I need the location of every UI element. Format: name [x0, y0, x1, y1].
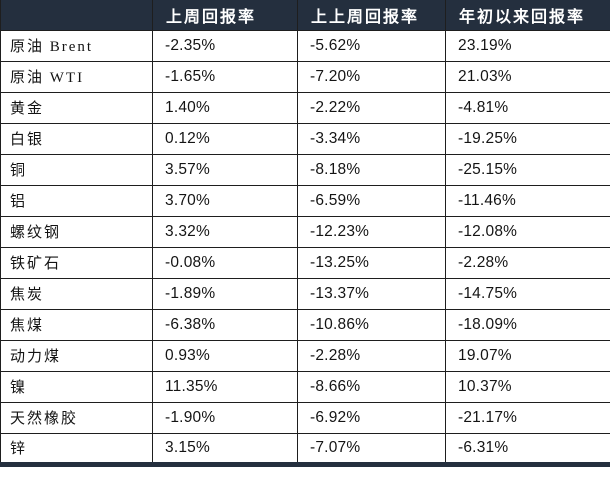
value-cell: -2.22% — [297, 91, 446, 124]
value-cell: -1.90% — [152, 401, 298, 434]
value-cell: -6.38% — [152, 308, 298, 341]
value-cell: -14.75% — [445, 277, 610, 310]
value-cell: -8.18% — [297, 153, 446, 186]
row-label: 焦炭 — [0, 277, 153, 310]
table-row: 焦炭 -1.89% -13.37% -14.75% — [0, 277, 610, 310]
table-row: 原油 WTI -1.65% -7.20% 21.03% — [0, 60, 610, 93]
table-body: 原油 Brent -2.35% -5.62% 23.19% 原油 WTI -1.65% -7… — [0, 29, 610, 465]
value-cell: -6.31% — [445, 432, 610, 465]
value-cell: 3.57% — [152, 153, 298, 186]
value-cell: -7.20% — [297, 60, 446, 93]
row-label: 铁矿石 — [0, 246, 153, 279]
value-cell: 0.93% — [152, 339, 298, 372]
value-cell: -4.81% — [445, 91, 610, 124]
table-row: 镍 11.35% -8.66% 10.37% — [0, 370, 610, 403]
value-cell: 3.32% — [152, 215, 298, 248]
table-row: 黄金 1.40% -2.22% -4.81% — [0, 91, 610, 124]
table-row: 动力煤 0.93% -2.28% 19.07% — [0, 339, 610, 372]
value-cell: -6.92% — [297, 401, 446, 434]
value-cell: 23.19% — [445, 29, 610, 62]
value-cell: -8.66% — [297, 370, 446, 403]
table-row: 铜 3.57% -8.18% -25.15% — [0, 153, 610, 186]
value-cell: 0.12% — [152, 122, 298, 155]
value-cell: -1.89% — [152, 277, 298, 310]
row-label: 锌 — [0, 432, 153, 465]
value-cell: -2.35% — [152, 29, 298, 62]
value-cell: 3.70% — [152, 184, 298, 217]
header-cell: 上周回报率 — [152, 0, 298, 31]
value-cell: 1.40% — [152, 91, 298, 124]
value-cell: 3.15% — [152, 432, 298, 465]
value-cell: -6.59% — [297, 184, 446, 217]
row-label: 原油 Brent — [0, 29, 153, 62]
table-row: 铝 3.70% -6.59% -11.46% — [0, 184, 610, 217]
value-cell: -19.25% — [445, 122, 610, 155]
value-cell: -11.46% — [445, 184, 610, 217]
value-cell: -18.09% — [445, 308, 610, 341]
table-header-row: 上周回报率 上上周回报率 年初以来回报率 — [0, 0, 610, 31]
table-row: 白银 0.12% -3.34% -19.25% — [0, 122, 610, 155]
value-cell: -1.65% — [152, 60, 298, 93]
table-row: 原油 Brent -2.35% -5.62% 23.19% — [0, 29, 610, 62]
row-label: 动力煤 — [0, 339, 153, 372]
value-cell: -12.08% — [445, 215, 610, 248]
value-cell: 19.07% — [445, 339, 610, 372]
table-row: 螺纹钢 3.32% -12.23% -12.08% — [0, 215, 610, 248]
value-cell: -5.62% — [297, 29, 446, 62]
value-cell: 10.37% — [445, 370, 610, 403]
value-cell: -25.15% — [445, 153, 610, 186]
header-cell-empty — [0, 0, 153, 31]
value-cell: -21.17% — [445, 401, 610, 434]
header-cell: 上上周回报率 — [297, 0, 446, 31]
table-header: 上周回报率 上上周回报率 年初以来回报率 — [0, 0, 610, 31]
row-label: 原油 WTI — [0, 60, 153, 93]
table-row: 铁矿石 -0.08% -13.25% -2.28% — [0, 246, 610, 279]
value-cell: -2.28% — [297, 339, 446, 372]
value-cell: -12.23% — [297, 215, 446, 248]
value-cell: 21.03% — [445, 60, 610, 93]
table-row: 锌 3.15% -7.07% -6.31% — [0, 432, 610, 465]
value-cell: 11.35% — [152, 370, 298, 403]
commodity-returns-table: 上周回报率 上上周回报率 年初以来回报率 原油 Brent -2.35% -5.62% 2… — [0, 0, 610, 467]
value-cell: -7.07% — [297, 432, 446, 465]
header-cell: 年初以来回报率 — [445, 0, 610, 31]
value-cell: -3.34% — [297, 122, 446, 155]
value-cell: -2.28% — [445, 246, 610, 279]
value-cell: -13.37% — [297, 277, 446, 310]
value-cell: -13.25% — [297, 246, 446, 279]
row-label: 黄金 — [0, 91, 153, 124]
row-label: 铜 — [0, 153, 153, 186]
value-cell: -0.08% — [152, 246, 298, 279]
table-row: 天然橡胶 -1.90% -6.92% -21.17% — [0, 401, 610, 434]
table-row: 焦煤 -6.38% -10.86% -18.09% — [0, 308, 610, 341]
row-label: 铝 — [0, 184, 153, 217]
row-label: 焦煤 — [0, 308, 153, 341]
row-label: 螺纹钢 — [0, 215, 153, 248]
row-label: 天然橡胶 — [0, 401, 153, 434]
row-label: 白银 — [0, 122, 153, 155]
row-label: 镍 — [0, 370, 153, 403]
value-cell: -10.86% — [297, 308, 446, 341]
